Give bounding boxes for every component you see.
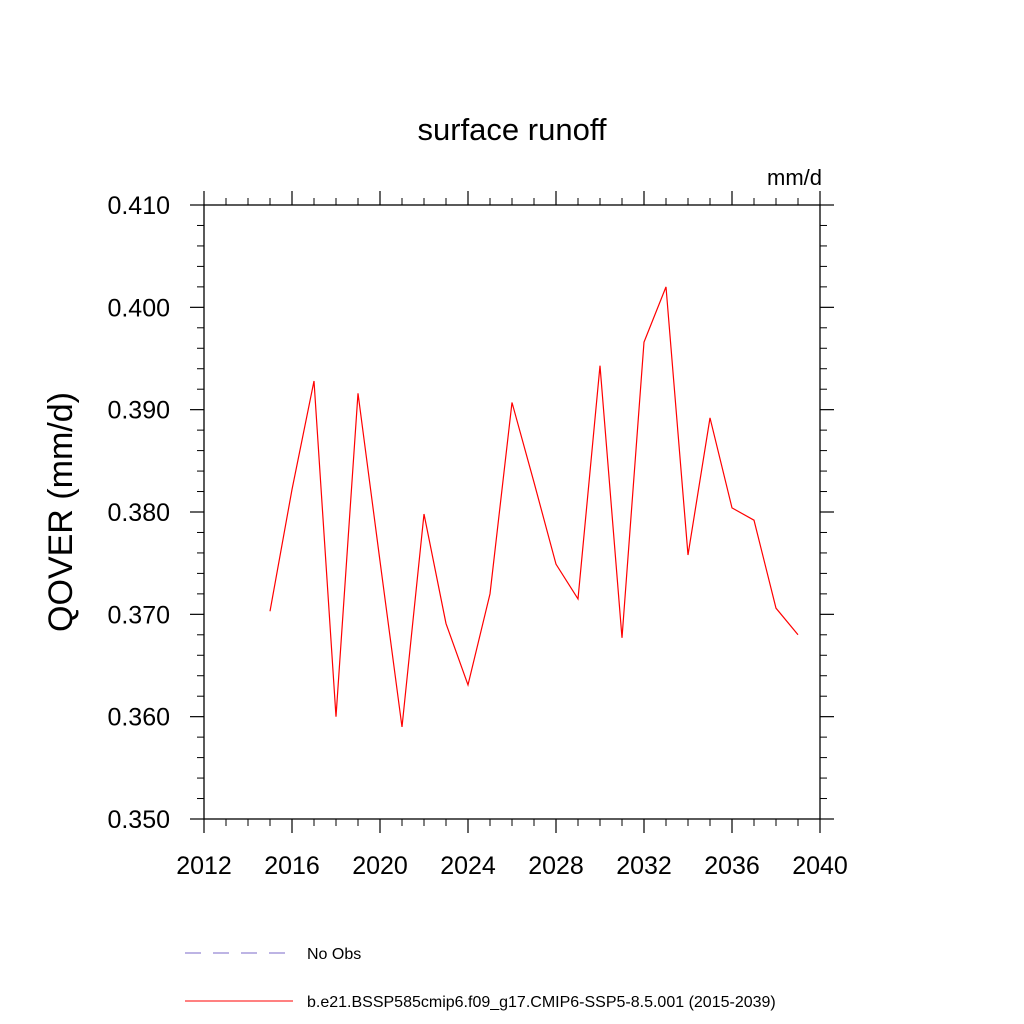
- x-tick-label: 2028: [528, 852, 584, 880]
- legend-label-model: b.e21.BSSP585cmip6.f09_g17.CMIP6-SSP5-8.…: [307, 994, 776, 1011]
- y-tick-label: 0.370: [107, 601, 170, 629]
- x-tick-label: 2040: [792, 852, 848, 880]
- units-label: mm/d: [767, 165, 822, 190]
- legend-label-no-obs: No Obs: [307, 946, 361, 963]
- series-line: [269, 286, 799, 727]
- x-tick-label: 2024: [440, 852, 496, 880]
- x-tick-label: 2036: [704, 852, 760, 880]
- x-tick-label: 2032: [616, 852, 672, 880]
- y-tick-label: 0.350: [107, 806, 170, 834]
- plot-frame: [203, 204, 821, 820]
- y-tick-label: 0.360: [107, 704, 170, 732]
- axis-ticks: 2012 2016 2020 2024 2028 2032 2036 2040 0.350 0.3…: [107, 191, 848, 880]
- y-tick-label: 0.400: [107, 294, 170, 322]
- y-tick-label: 0.410: [107, 192, 170, 220]
- chart-title: surface runoff: [418, 112, 607, 147]
- x-tick-label: 2016: [264, 852, 320, 880]
- y-tick-label: 0.380: [107, 499, 170, 527]
- x-tick-label: 2020: [352, 852, 408, 880]
- x-tick-label: 2012: [176, 852, 232, 880]
- series-layer: [269, 286, 799, 727]
- y-axis-label: QOVER (mm/d): [42, 392, 80, 632]
- y-tick-label: 0.390: [107, 397, 170, 425]
- legend: No Obs b.e21.BSSP585cmip6.f09_g17.CMIP6-…: [185, 946, 776, 1011]
